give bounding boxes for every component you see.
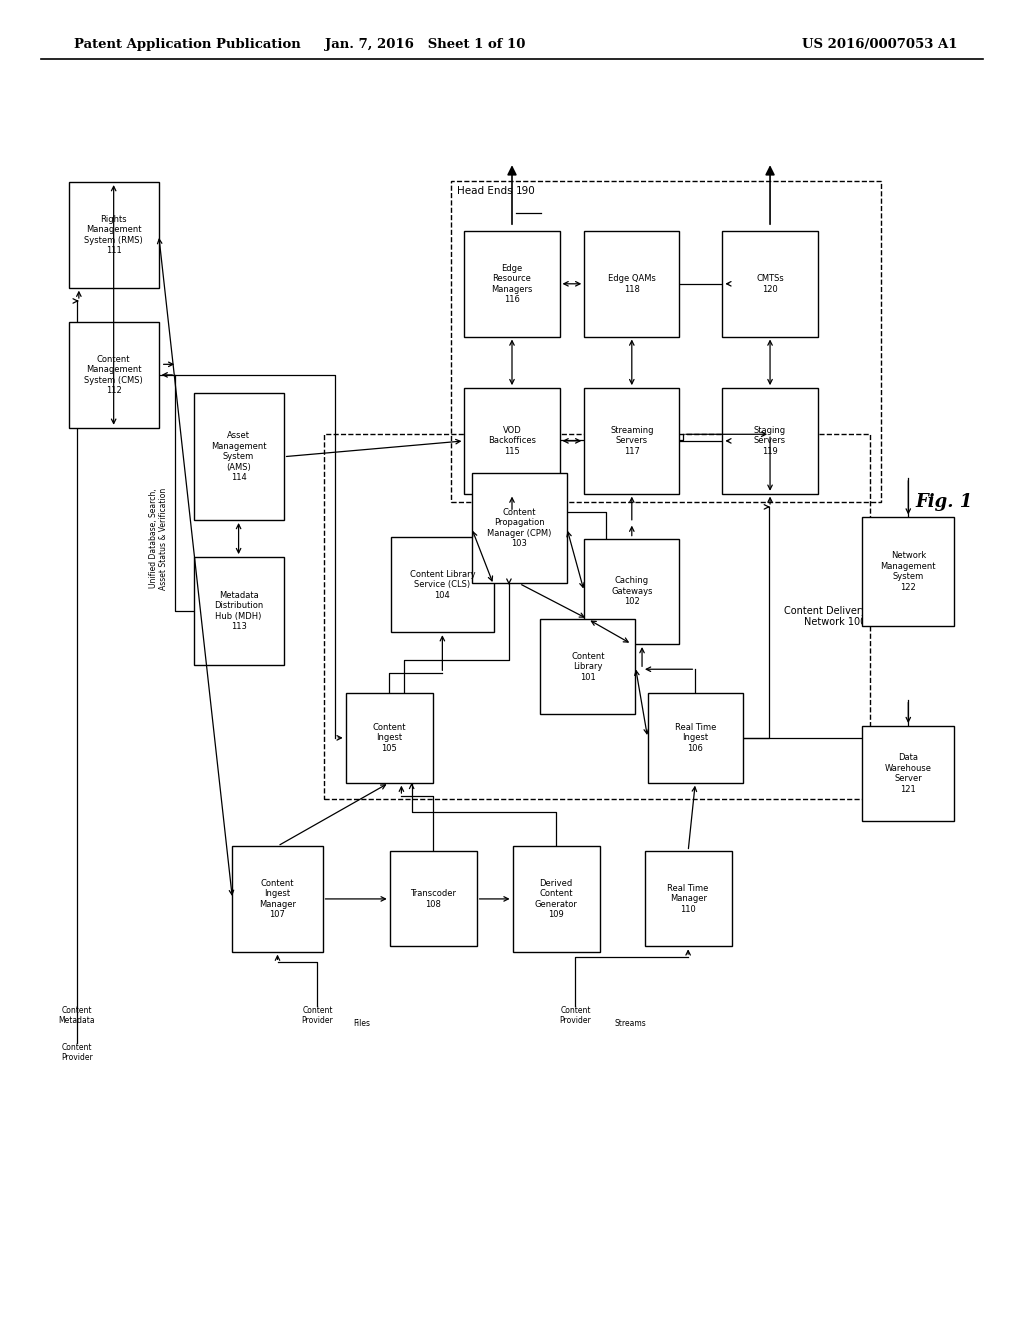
Text: Files: Files	[353, 1019, 371, 1028]
Bar	[194, 393, 284, 520]
Text: Real Time
Ingest
106: Real Time Ingest 106	[675, 723, 716, 752]
Text: Content
Ingest
Manager
107: Content Ingest Manager 107	[259, 879, 296, 919]
Text: Content
Propagation
Manager (CPM)
103: Content Propagation Manager (CPM) 103	[487, 508, 551, 548]
Bar	[69, 322, 159, 428]
Bar	[723, 388, 817, 494]
Bar	[391, 537, 494, 632]
Bar	[862, 726, 954, 821]
Bar	[389, 851, 477, 946]
Text: Transcoder
108: Transcoder 108	[411, 890, 456, 908]
Text: Patent Application Publication: Patent Application Publication	[74, 38, 300, 51]
Bar	[541, 619, 635, 714]
Text: Derived
Content
Generator
109: Derived Content Generator 109	[535, 879, 578, 919]
Text: Edge QAMs
118: Edge QAMs 118	[608, 275, 655, 293]
Text: Content
Provider: Content Provider	[60, 1043, 93, 1063]
Text: Rights
Management
System (RMS)
111: Rights Management System (RMS) 111	[84, 215, 143, 255]
Bar	[584, 231, 680, 337]
Text: Jan. 7, 2016   Sheet 1 of 10: Jan. 7, 2016 Sheet 1 of 10	[325, 38, 525, 51]
Text: Staging
Servers
119: Staging Servers 119	[754, 426, 786, 455]
Bar	[471, 473, 567, 583]
Bar	[69, 182, 159, 288]
Bar	[584, 539, 680, 644]
Text: Streams: Streams	[614, 1019, 646, 1028]
Text: 190: 190	[516, 186, 536, 197]
Bar	[232, 846, 323, 952]
Text: Metadata
Distribution
Hub (MDH)
113: Metadata Distribution Hub (MDH) 113	[214, 591, 263, 631]
Bar	[324, 434, 870, 799]
Bar	[465, 388, 559, 494]
Text: Content
Provider: Content Provider	[559, 1006, 592, 1026]
Text: US 2016/0007053 A1: US 2016/0007053 A1	[802, 38, 957, 51]
Text: Caching
Gateways
102: Caching Gateways 102	[611, 577, 652, 606]
Bar	[194, 557, 284, 665]
Text: Content
Metadata: Content Metadata	[58, 1006, 95, 1026]
Bar	[584, 388, 680, 494]
Text: Asset
Management
System
(AMS)
114: Asset Management System (AMS) 114	[211, 432, 266, 482]
Text: Content
Library
101: Content Library 101	[571, 652, 604, 681]
Text: Streaming
Servers
117: Streaming Servers 117	[610, 426, 653, 455]
Text: Content
Ingest
105: Content Ingest 105	[373, 723, 406, 752]
Bar	[513, 846, 600, 952]
Text: Network
Management
System
122: Network Management System 122	[881, 552, 936, 591]
Bar	[723, 231, 817, 337]
Bar	[465, 231, 559, 337]
Text: Data
Warehouse
Server
121: Data Warehouse Server 121	[885, 754, 932, 793]
Text: Content Delivery
Network 100: Content Delivery Network 100	[783, 606, 866, 627]
Text: VOD
Backoffices
115: VOD Backoffices 115	[488, 426, 536, 455]
Text: Fig. 1: Fig. 1	[915, 492, 973, 511]
Bar	[451, 181, 881, 502]
Bar	[648, 693, 743, 783]
Text: Content
Management
System (CMS)
112: Content Management System (CMS) 112	[84, 355, 143, 395]
Text: Real Time
Manager
110: Real Time Manager 110	[668, 884, 709, 913]
Bar	[346, 693, 433, 783]
Bar	[645, 851, 731, 946]
Text: Edge
Resource
Managers
116: Edge Resource Managers 116	[492, 264, 532, 304]
Text: CMTSs
120: CMTSs 120	[756, 275, 784, 293]
Text: Content
Provider: Content Provider	[301, 1006, 334, 1026]
Text: Head Ends: Head Ends	[457, 186, 515, 197]
Text: Content Library
Service (CLS)
104: Content Library Service (CLS) 104	[410, 570, 475, 599]
Text: Unified Database, Search,
Asset Status & Verification: Unified Database, Search, Asset Status &…	[150, 487, 168, 590]
Bar	[862, 517, 954, 626]
